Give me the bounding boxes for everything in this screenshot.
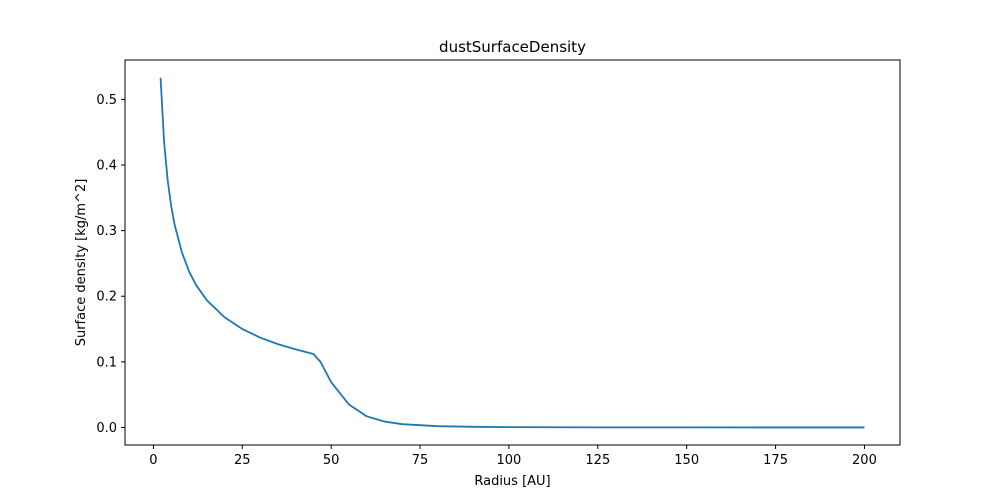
x-axis-label: Radius [AU] — [474, 474, 550, 489]
x-axis-ticks: 0 25 50 75 100 125 150 175 200 — [149, 445, 877, 468]
x-tick-label: 50 — [323, 453, 340, 468]
y-axis-ticks: 0.0 0.1 0.2 0.3 0.4 0.5 — [96, 93, 125, 436]
x-tick-label: 200 — [852, 453, 877, 468]
y-tick-label: 0.1 — [96, 355, 117, 370]
y-axis-label: Surface density [kg/m^2] — [74, 179, 89, 347]
x-tick-label: 125 — [585, 453, 610, 468]
x-tick-label: 25 — [234, 453, 251, 468]
plot-frame — [124, 59, 901, 446]
x-tick-label: 175 — [763, 453, 788, 468]
x-tick-label: 150 — [674, 453, 699, 468]
y-tick-label: 0.2 — [96, 290, 117, 305]
y-tick-label: 0.3 — [96, 224, 117, 239]
y-tick-label: 0.4 — [96, 158, 117, 173]
chart-title: dustSurfaceDensity — [439, 38, 586, 56]
y-tick-label: 0.0 — [96, 421, 117, 436]
x-tick-label: 75 — [412, 453, 429, 468]
x-tick-label: 100 — [497, 453, 522, 468]
plot-area — [124, 59, 901, 446]
x-tick-label: 0 — [149, 453, 157, 468]
y-tick-label: 0.5 — [96, 93, 117, 108]
series-line-0 — [159, 77, 865, 429]
